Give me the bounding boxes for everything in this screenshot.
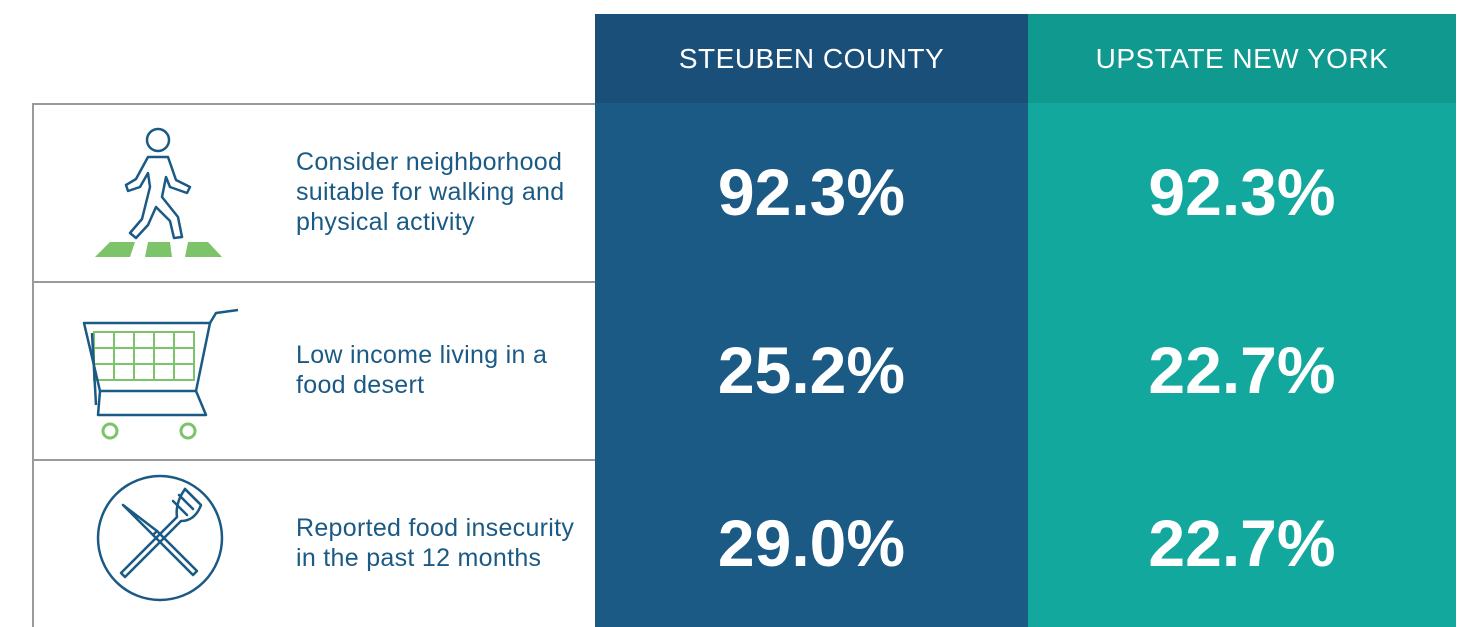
utensils-icon xyxy=(96,474,224,602)
left-border xyxy=(32,103,34,627)
county-value: 25.2% xyxy=(717,333,906,407)
row-divider xyxy=(32,281,595,283)
walking-icon xyxy=(95,127,222,257)
upstate-column xyxy=(1028,103,1456,627)
row-label: Reported food insecurity in the past 12 … xyxy=(296,514,575,572)
row-label: Low income living in a food desert xyxy=(296,341,548,399)
upstate-value: 22.7% xyxy=(1148,506,1336,580)
row-divider xyxy=(32,459,595,461)
column-header: STEUBEN COUNTY xyxy=(595,14,1028,103)
county-column xyxy=(595,103,1028,627)
cart-icon xyxy=(82,308,239,440)
row-divider xyxy=(32,103,595,105)
row-label: Consider neighborhood suitable for walki… xyxy=(296,148,565,236)
county-value: 92.3% xyxy=(717,155,906,229)
county-value: 29.0% xyxy=(717,506,906,580)
upstate-value: 92.3% xyxy=(1148,155,1336,229)
column-header: UPSTATE NEW YORK xyxy=(1028,14,1456,103)
upstate-value: 22.7% xyxy=(1148,333,1336,407)
